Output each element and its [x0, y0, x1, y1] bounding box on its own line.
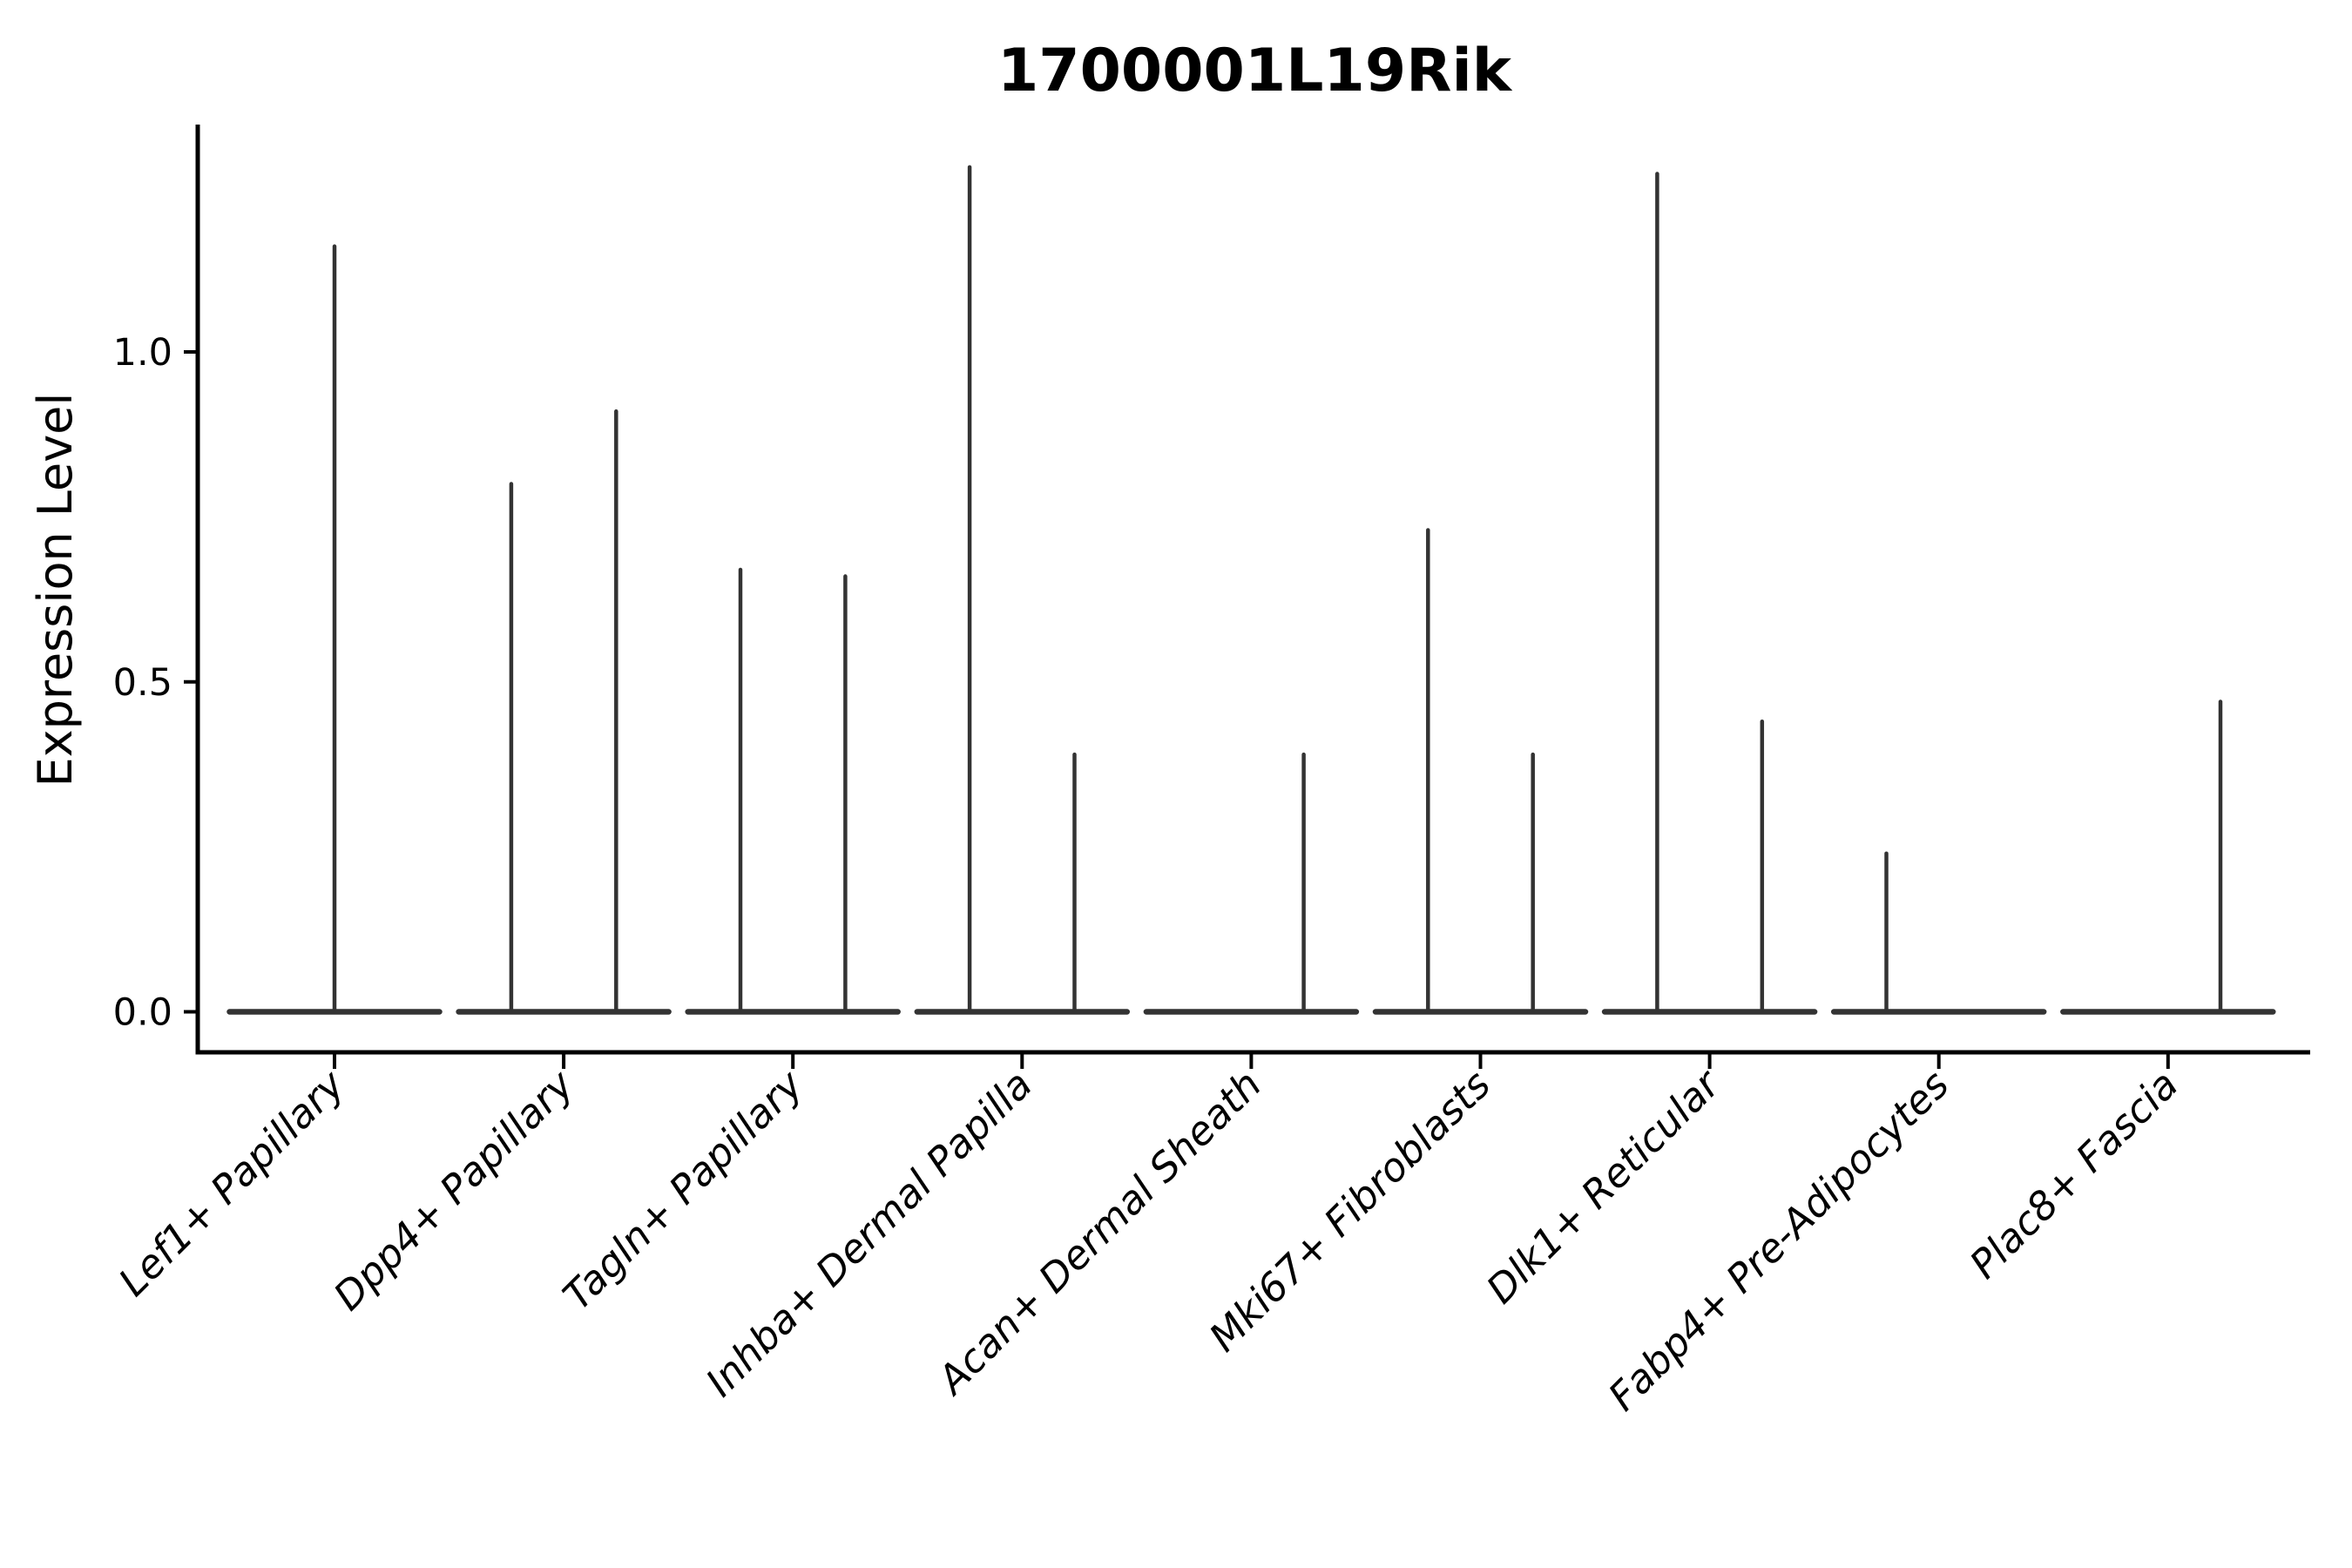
y-axis-ticks: 0.0 0.5 1.0 [113, 331, 198, 1035]
y-tick-label: 0.0 [113, 991, 172, 1035]
x-tick-label: Plac8+ Fascia [1961, 1061, 2187, 1288]
x-tick-label: Tagln+ Papillary [554, 1060, 813, 1319]
plot-title: 1700001L19Rik [997, 37, 1513, 105]
y-axis-label: Expression Level [28, 393, 83, 787]
x-tick-label: Dpp4+ Papillary [325, 1060, 584, 1319]
x-tick-label: Lef1+ Papillary [110, 1060, 355, 1305]
y-tick-label: 1.0 [113, 331, 172, 375]
x-tick-label: Dlk1+ Reticular [1477, 1060, 1730, 1313]
violins-layer [226, 165, 2276, 1015]
y-tick-label: 0.5 [113, 661, 172, 705]
